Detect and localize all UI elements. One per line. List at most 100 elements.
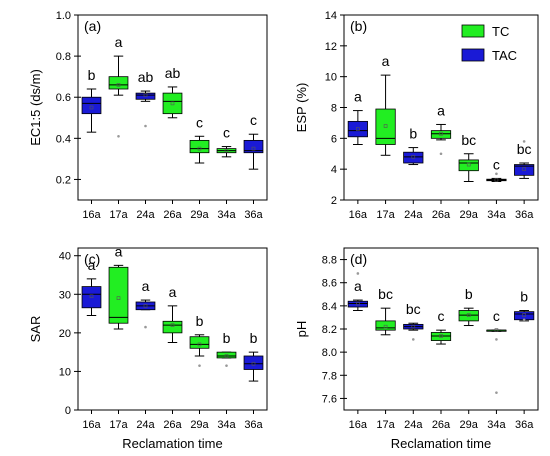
significance-letter: b bbox=[409, 126, 417, 142]
y-tick-label: 8.4 bbox=[322, 301, 337, 313]
legend: TC TAC bbox=[461, 24, 517, 63]
box-tc bbox=[458, 310, 479, 322]
outlier-point bbox=[522, 318, 526, 322]
panel-c: 0 10 20 30 40 16a 17a 24a 26a 29a 34a 36a a a a a b b b (c)… bbox=[28, 243, 268, 451]
significance-letter: a bbox=[354, 89, 362, 105]
box-tac bbox=[243, 139, 264, 154]
x-tick-label: 24a bbox=[404, 419, 423, 431]
x-tick-label: 26a bbox=[432, 209, 451, 221]
x-tick-label: 17a bbox=[376, 209, 395, 221]
y-tick-label: 7.8 bbox=[322, 370, 337, 382]
significance-letter: a bbox=[115, 34, 123, 50]
significance-letter: bc bbox=[461, 132, 476, 148]
box-tc bbox=[216, 351, 237, 359]
significance-letter: a bbox=[88, 257, 96, 273]
outlier-point bbox=[439, 152, 443, 156]
significance-letter: a bbox=[169, 284, 177, 300]
mean-marker bbox=[89, 105, 94, 110]
x-tick-label: 24a bbox=[136, 209, 155, 221]
box-tc bbox=[458, 159, 479, 172]
outlier-point bbox=[198, 364, 201, 367]
x-axis-label: Reclamation time bbox=[391, 436, 491, 451]
outlier-point bbox=[495, 391, 498, 394]
outlier-point bbox=[117, 134, 120, 138]
y-tick-label: 8.2 bbox=[322, 324, 337, 336]
significance-letter: b bbox=[250, 330, 258, 346]
y-tick-label: 40 bbox=[59, 251, 71, 263]
box-tc bbox=[189, 139, 210, 154]
y-tick-label: 8.0 bbox=[322, 347, 337, 359]
outlier-point bbox=[356, 272, 360, 275]
mean-marker bbox=[143, 93, 148, 97]
y-tick-label: 2 bbox=[331, 195, 337, 207]
significance-letter: bc bbox=[378, 286, 393, 302]
mean-marker bbox=[494, 328, 499, 332]
x-tick-label: 29a bbox=[190, 419, 209, 431]
significance-letter: c bbox=[493, 156, 500, 172]
legend-swatch-tac bbox=[461, 48, 485, 62]
panel-d: 7.6 7.8 8.0 8.2 8.4 8.6 8.8 16a 17a 24a 26a 29a 34a 3… bbox=[294, 247, 539, 451]
x-tick-label: 26a bbox=[163, 419, 182, 431]
x-tick-label: 16a bbox=[82, 419, 101, 431]
significance-letter: ab bbox=[165, 65, 181, 81]
x-tick-label: 16a bbox=[349, 209, 368, 221]
x-tick-label: 36a bbox=[515, 419, 534, 431]
mean-marker bbox=[383, 124, 388, 128]
significance-letter: a bbox=[115, 243, 123, 259]
mean-marker bbox=[116, 83, 121, 87]
panel-a: 0.2 0.4 0.6 0.8 1.0 16a 17a 24a 26a 29a 34a 36a b a ab… bbox=[28, 10, 268, 221]
y-tick-label: 30 bbox=[59, 289, 71, 301]
outlier-point bbox=[144, 124, 147, 128]
x-tick-label: 34a bbox=[487, 419, 506, 431]
mean-marker bbox=[439, 334, 443, 338]
mean-marker bbox=[170, 323, 175, 327]
y-tick-label: 8.6 bbox=[322, 278, 337, 290]
significance-letter: b bbox=[223, 330, 231, 346]
outlier-point bbox=[411, 338, 415, 341]
mean-marker bbox=[224, 148, 229, 153]
mean-marker bbox=[251, 361, 256, 366]
x-tick-label: 29a bbox=[190, 209, 209, 221]
x-tick-label: 26a bbox=[432, 419, 451, 431]
x-tick-label: 26a bbox=[163, 209, 182, 221]
y-tick-label: 8 bbox=[331, 103, 337, 115]
x-tick-label: 17a bbox=[109, 419, 128, 431]
significance-letter: bc bbox=[406, 301, 421, 317]
box-tc bbox=[162, 320, 183, 334]
legend-label-tc: TC bbox=[492, 24, 509, 39]
x-tick-label: 29a bbox=[460, 209, 479, 221]
box-tc bbox=[375, 320, 396, 331]
significance-letter: c bbox=[223, 125, 230, 141]
significance-letter: bc bbox=[517, 141, 532, 157]
significance-letter: ab bbox=[138, 69, 154, 85]
significance-letter: c bbox=[493, 308, 500, 324]
x-tick-label: 34a bbox=[487, 209, 506, 221]
y-tick-label: 8.8 bbox=[322, 255, 337, 267]
x-tick-label: 29a bbox=[460, 419, 479, 431]
panel-label: (c) bbox=[84, 251, 100, 267]
significance-letter: c bbox=[250, 112, 257, 128]
box-tac bbox=[243, 355, 264, 370]
significance-letter: a bbox=[354, 278, 362, 294]
y-tick-label: 0.6 bbox=[56, 92, 71, 104]
box-tc bbox=[430, 332, 452, 341]
box-tac bbox=[81, 286, 102, 309]
significance-letter: a bbox=[142, 278, 150, 294]
box-tac bbox=[514, 164, 535, 176]
x-tick-label: 24a bbox=[136, 419, 155, 431]
outlier-point bbox=[144, 325, 147, 329]
x-tick-label: 24a bbox=[404, 209, 423, 221]
significance-letter: a bbox=[437, 102, 445, 118]
outlier-point bbox=[522, 140, 526, 143]
outlier-point bbox=[495, 338, 498, 341]
x-tick-label: 34a bbox=[217, 209, 236, 221]
box-tc bbox=[189, 336, 210, 349]
mean-marker bbox=[411, 324, 416, 329]
x-tick-label: 17a bbox=[376, 419, 395, 431]
mean-marker bbox=[494, 178, 499, 182]
mean-marker bbox=[466, 313, 471, 317]
box-tac bbox=[81, 96, 102, 115]
significance-letter: c bbox=[196, 114, 203, 130]
panel-label: (b) bbox=[350, 18, 367, 34]
